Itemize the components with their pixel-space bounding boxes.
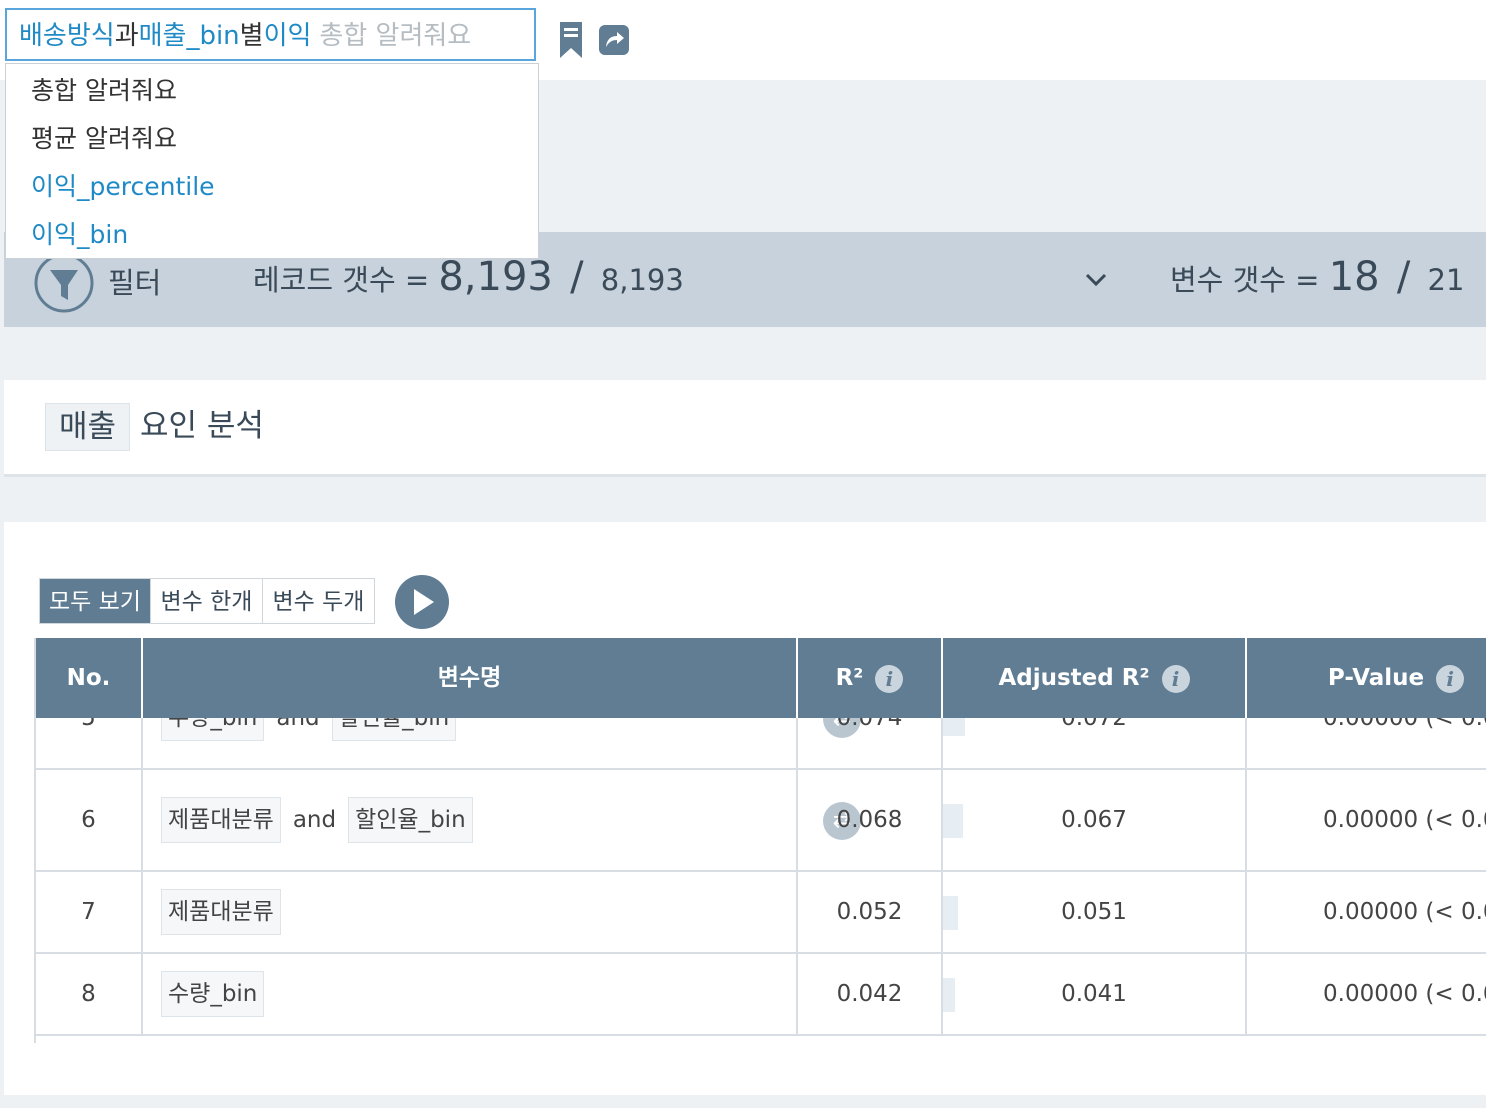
status-bar: 필터 레코드 갯수 = 8,193 / 8,193 변수 갯수 = 18 / 2… xyxy=(4,232,1486,327)
separator: / xyxy=(570,254,584,300)
query-token: 배송방식 xyxy=(19,21,115,51)
adj-r2-bar xyxy=(943,896,959,930)
info-icon[interactable]: i xyxy=(1436,664,1465,693)
variable-cell: 제품대분류 and 할인율_bin ⇄ xyxy=(143,770,861,870)
adj-r2-cell: 0.067 xyxy=(943,770,1247,870)
play-button[interactable] xyxy=(394,574,450,630)
variable-count: 변수 갯수 = 18 / 21 xyxy=(1170,254,1464,300)
info-icon[interactable]: i xyxy=(875,664,904,693)
record-value: 8,193 xyxy=(438,254,553,300)
row-number: 8 xyxy=(36,954,143,1034)
share-icon[interactable] xyxy=(598,24,630,56)
column-header: Adjusted R² i xyxy=(943,638,1247,718)
variable-chip: 제품대분류 xyxy=(161,889,281,935)
column-header: No. xyxy=(36,638,143,718)
target-badge: 매출 xyxy=(45,403,131,451)
suggestion-item[interactable]: 총합 알려줘요 xyxy=(31,76,177,105)
record-total: 8,193 xyxy=(600,263,684,297)
query-token: 별 xyxy=(239,21,264,51)
tab[interactable]: 모두 보기 xyxy=(39,578,151,624)
suggestion-item[interactable]: 이익_bin xyxy=(31,220,129,249)
adj-r2-value: 0.041 xyxy=(1061,981,1127,1007)
column-title: 변수명 xyxy=(437,665,502,691)
tab[interactable]: 변수 두개 xyxy=(262,578,375,624)
row-number: 7 xyxy=(36,872,143,952)
p-value: 0.00000 (< 0.00 xyxy=(1323,899,1486,925)
r2-value: 0.052 xyxy=(798,872,943,952)
adj-r2-value: 0.051 xyxy=(1061,899,1127,925)
adj-r2-cell: 0.051 xyxy=(943,872,1247,952)
section-header xyxy=(4,380,1486,477)
variable-total: 21 xyxy=(1427,263,1465,297)
filter-icon xyxy=(34,253,94,313)
variable-label: 변수 갯수 = xyxy=(1170,263,1320,297)
suggestion-item[interactable]: 이익_percentile xyxy=(31,172,215,201)
column-title: P-Value xyxy=(1327,665,1425,691)
variable-value: 18 xyxy=(1328,254,1380,300)
adj-r2-cell: 0.041 xyxy=(943,954,1247,1034)
column-header: P-Value i xyxy=(1247,638,1486,718)
column-title: No. xyxy=(66,665,111,691)
record-count: 레코드 갯수 = 8,193 / 8,193 xyxy=(253,254,684,300)
adj-r2-bar xyxy=(943,978,956,1012)
query-token: 이익 xyxy=(263,21,312,51)
query-token: 과 xyxy=(114,21,139,51)
adj-r2-value: 0.067 xyxy=(1061,807,1127,833)
column-title: R² xyxy=(835,665,864,691)
row-number: 6 xyxy=(36,770,143,870)
adj-r2-bar xyxy=(943,804,964,838)
r2-value: 0.042 xyxy=(798,954,943,1034)
info-icon[interactable]: i xyxy=(1161,664,1190,693)
search-input[interactable]: 배송방식과매출_bin별이익 총합 알려줘요 xyxy=(5,8,536,61)
results-table: No. 변수명 R² i Adjusted R² i P-Value i 5 수량_bin and… xyxy=(34,638,1486,1043)
table-row: 7 제품대분류 0.052 0.051 0.00000 (< 0.00 xyxy=(36,872,1486,954)
p-value: 0.00000 (< 0.00 xyxy=(1323,981,1486,1007)
column-header: 변수명 xyxy=(143,638,798,718)
chevron-icon[interactable] xyxy=(1084,272,1108,288)
separator: / xyxy=(1396,254,1411,300)
variable-cell: 제품대분류 xyxy=(143,872,798,952)
table-row: 6 제품대분류 and 할인율_bin ⇄ 0.068 0.067 0.00000 (< 0.… xyxy=(36,770,1486,872)
r2-value: 0.068 xyxy=(798,770,943,870)
suggestion-item[interactable]: 평균 알려줘요 xyxy=(31,124,177,153)
bookmark-icon[interactable] xyxy=(558,20,586,60)
variable-chip: 수량_bin xyxy=(161,971,265,1017)
variable-cell: 수량_bin xyxy=(143,954,798,1034)
tab[interactable]: 변수 한개 xyxy=(150,578,263,624)
table-row: 8 수량_bin 0.042 0.041 0.00000 (< 0.00 xyxy=(36,954,1486,1036)
variable-chip: 할인율_bin xyxy=(348,797,473,843)
table-header: No. 변수명 R² i Adjusted R² i P-Value i xyxy=(36,638,1486,718)
variable-chip: 제품대분류 xyxy=(161,797,281,843)
joiner: and xyxy=(292,807,337,833)
column-title: Adjusted R² xyxy=(998,665,1150,691)
placeholder-text: 총합 알려줘요 xyxy=(319,21,472,51)
query-token: 매출_bin xyxy=(138,21,240,51)
record-label: 레코드 갯수 = xyxy=(253,263,430,297)
variable-section: 변수 갯수 = 18 / 21 xyxy=(1145,232,1486,327)
filter-label: 필터 xyxy=(108,266,162,300)
section-title: 요인 분석 xyxy=(140,408,264,444)
p-value: 0.00000 (< 0.00 xyxy=(1323,807,1486,833)
column-header: R² i xyxy=(798,638,943,718)
swap-icon[interactable]: ⇄ xyxy=(823,802,861,840)
